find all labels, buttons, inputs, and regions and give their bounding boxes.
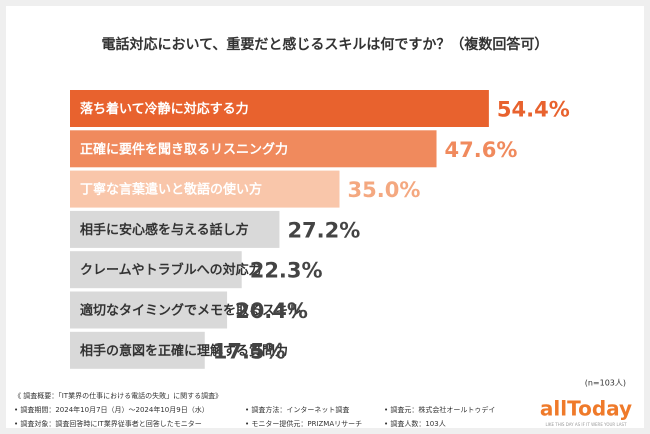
value-label: 27.2% xyxy=(287,218,360,242)
category-label: 適切なタイミングでメモを取るスキル xyxy=(80,303,301,319)
footer-note: • 調査対象：調査回答時にIT業界従事者と回答したモニター xyxy=(14,419,202,428)
logo: allToday xyxy=(540,397,632,421)
category-label: 相手に安心感を与える話し方 xyxy=(80,222,249,238)
logo-tagline: LIKE THIS DAY AS IF IT WERE YOUR LAST xyxy=(545,422,627,427)
category-label: 落ち着いて冷静に対応する力 xyxy=(80,101,249,117)
value-label: 20.4% xyxy=(235,299,308,323)
footer-note: • モニター提供元：PRIZMAリサーチ xyxy=(245,419,362,428)
value-label: 17.5% xyxy=(213,339,286,363)
footer-note: • 調査期間：2024年10月7日（月）～2024年10月9日（水） xyxy=(14,405,209,414)
category-label: クレームやトラブルへの対応力 xyxy=(80,262,262,278)
bar xyxy=(70,210,280,248)
bar xyxy=(70,130,437,168)
bar xyxy=(70,90,489,127)
footer-heading: 《 調査概要：「IT業界の仕事における電話の失敗」に関する調査》 xyxy=(14,391,222,400)
chart-title: 電話対応において、重要だと感じるスキルは何ですか？（複数回答可） xyxy=(102,36,549,53)
footer-note: • 調査方法：インターネット調査 xyxy=(245,405,349,414)
bar xyxy=(70,291,228,329)
bar xyxy=(70,170,340,208)
category-label: 相手の意図を正確に理解する質問力 xyxy=(80,343,288,359)
category-label: 丁寧な言葉遣いと敬語の使い方 xyxy=(80,182,262,198)
footer-note: • 調査元：株式会社オールトゥデイ xyxy=(384,405,495,414)
bar xyxy=(70,251,242,289)
value-label: 54.4% xyxy=(497,98,570,122)
value-label: 35.0% xyxy=(348,178,421,202)
footer-note: • 調査人数：103人 xyxy=(384,419,446,428)
sample-note: (n=103人) xyxy=(585,379,626,388)
category-label: 正確に要件を聞き取るリスニング力 xyxy=(80,141,288,157)
bar xyxy=(70,331,205,369)
value-label: 47.6% xyxy=(445,138,518,162)
value-label: 22.3% xyxy=(250,259,323,283)
